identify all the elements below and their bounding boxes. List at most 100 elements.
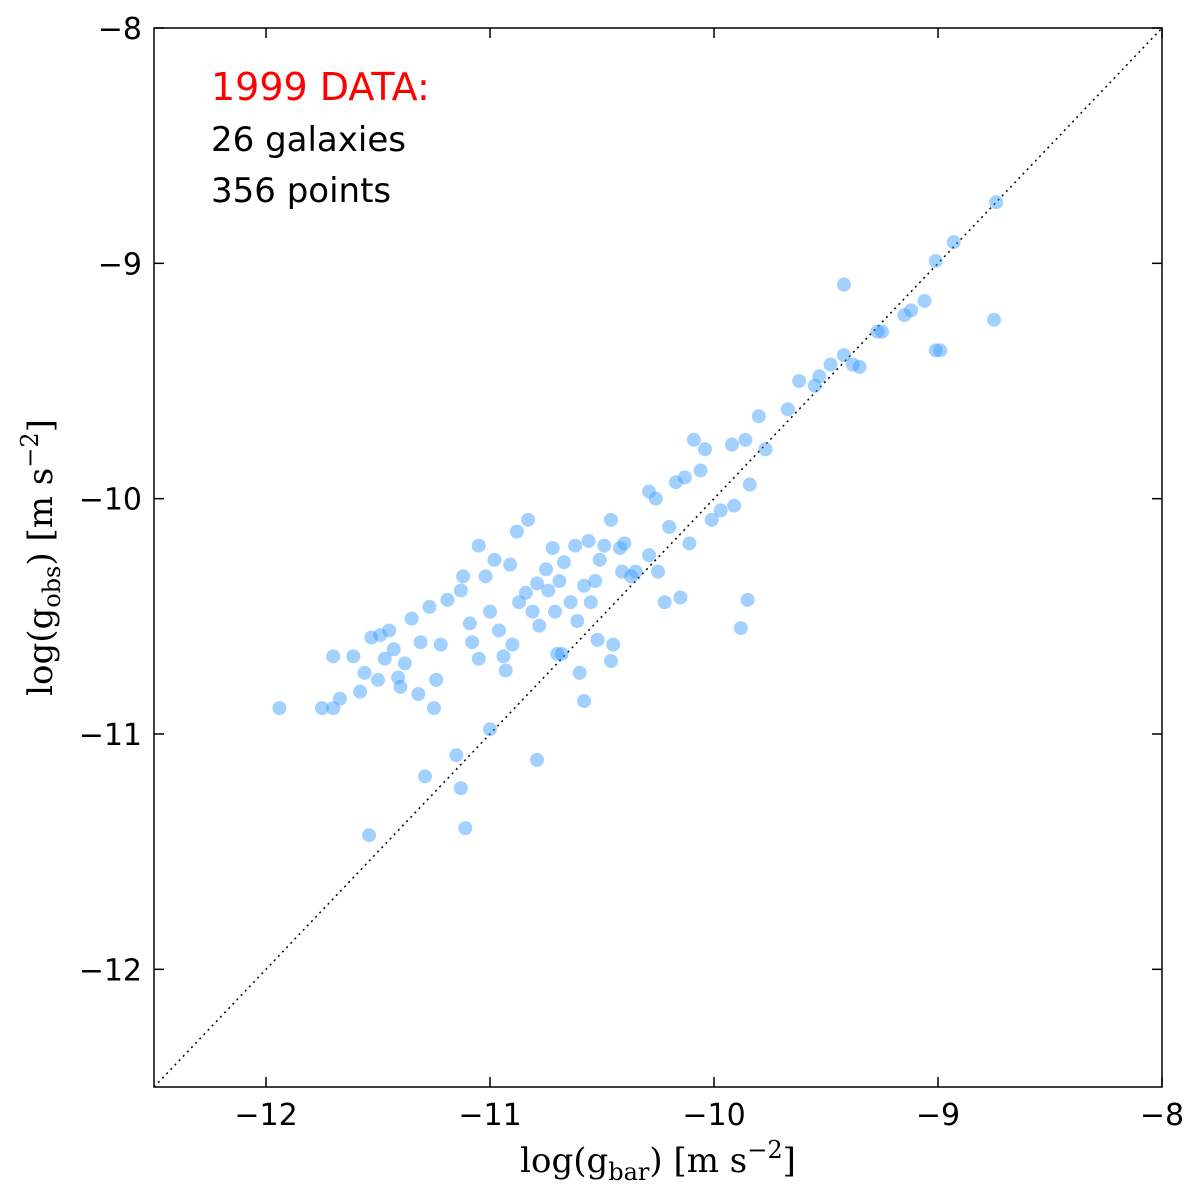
y-axis-label-part: ] — [21, 419, 61, 432]
data-point — [751, 409, 766, 424]
y-axis-label-part: obs — [38, 566, 66, 608]
y-axis-label-part: −2 — [16, 432, 44, 467]
one-to-one-line — [153, 27, 1163, 1088]
data-point — [332, 691, 347, 706]
x-tick-label: −11 — [458, 1098, 521, 1133]
data-point — [583, 595, 598, 610]
data-point — [581, 534, 596, 549]
data-point — [364, 630, 379, 645]
y-tick-label: −12 — [79, 953, 142, 988]
data-point — [449, 748, 464, 763]
data-point — [628, 564, 643, 579]
x-axis-label-part: ] — [783, 1141, 796, 1181]
data-point — [456, 569, 471, 584]
data-point — [606, 637, 621, 652]
data-point — [917, 293, 932, 308]
x-tick-label: −9 — [916, 1098, 960, 1133]
data-point — [693, 463, 708, 478]
data-point — [386, 642, 401, 657]
x-axis-label-part: −2 — [747, 1136, 782, 1164]
x-axis-label-part: log(g — [520, 1141, 608, 1181]
data-point — [572, 665, 587, 680]
x-tick-label: −10 — [682, 1098, 745, 1133]
data-point — [422, 599, 437, 614]
data-point — [541, 583, 556, 598]
data-point — [509, 524, 524, 539]
data-point — [382, 623, 397, 638]
data-point — [556, 555, 571, 570]
data-point — [836, 277, 851, 292]
data-point — [413, 635, 428, 650]
data-point — [346, 649, 361, 664]
x-axis-label-part: ) [m s — [649, 1141, 747, 1181]
data-point — [465, 635, 480, 650]
data-point — [662, 519, 677, 534]
data-point — [478, 569, 493, 584]
data-point — [657, 595, 672, 610]
y-axis-label: log(gobs) [m s−2] — [16, 419, 66, 696]
data-point — [547, 604, 562, 619]
data-point — [812, 369, 827, 384]
data-point — [740, 592, 755, 607]
data-point — [539, 562, 553, 577]
data-point — [453, 583, 468, 598]
data-point — [326, 649, 341, 664]
data-point — [780, 402, 795, 417]
data-point — [713, 503, 728, 518]
data-point — [427, 701, 441, 716]
data-point — [668, 475, 683, 490]
data-point — [429, 672, 444, 687]
data-point — [503, 557, 518, 572]
data-point — [491, 623, 506, 638]
data-point — [563, 595, 578, 610]
x-tick-label: −8 — [1140, 1098, 1184, 1133]
data-point — [530, 752, 545, 767]
data-point — [617, 536, 632, 551]
data-point — [724, 437, 739, 452]
data-point — [612, 541, 627, 556]
data-point — [897, 308, 912, 323]
y-tick-label: −10 — [79, 483, 142, 518]
data-point — [393, 679, 408, 694]
data-point — [928, 343, 943, 358]
data-point — [373, 628, 388, 643]
data-point — [758, 442, 773, 457]
data-point — [458, 821, 473, 836]
data-point — [272, 701, 287, 716]
data-point — [603, 654, 618, 669]
y-tick-label: −11 — [79, 718, 142, 753]
plot-frame — [153, 27, 1163, 1088]
data-point — [904, 303, 919, 318]
data-point — [698, 442, 713, 457]
data-point — [453, 781, 468, 796]
data-point — [642, 548, 657, 563]
annotation: 1999 DATA: — [211, 65, 430, 109]
data-point — [418, 769, 433, 784]
data-point — [315, 701, 329, 716]
data-point — [545, 541, 560, 556]
y-tick-label: −9 — [98, 247, 142, 282]
data-point — [933, 343, 948, 358]
data-point — [471, 538, 486, 553]
data-point — [371, 672, 385, 687]
annotation: 26 galaxies — [211, 120, 406, 160]
data-point — [391, 670, 406, 685]
data-point — [577, 694, 592, 709]
data-point — [651, 564, 665, 579]
data-point — [471, 651, 486, 666]
data-point — [552, 574, 567, 589]
x-tick-label: −12 — [234, 1098, 297, 1133]
data-point — [512, 595, 527, 610]
data-point — [357, 665, 372, 680]
data-point — [505, 637, 520, 652]
y-tick-label: −8 — [98, 12, 142, 47]
data-point — [852, 359, 867, 374]
data-point — [727, 498, 742, 513]
data-point — [648, 491, 663, 506]
data-point — [487, 552, 502, 567]
data-point — [792, 374, 807, 388]
data-point — [987, 312, 1001, 327]
data-point — [440, 592, 455, 607]
data-point — [733, 621, 748, 636]
